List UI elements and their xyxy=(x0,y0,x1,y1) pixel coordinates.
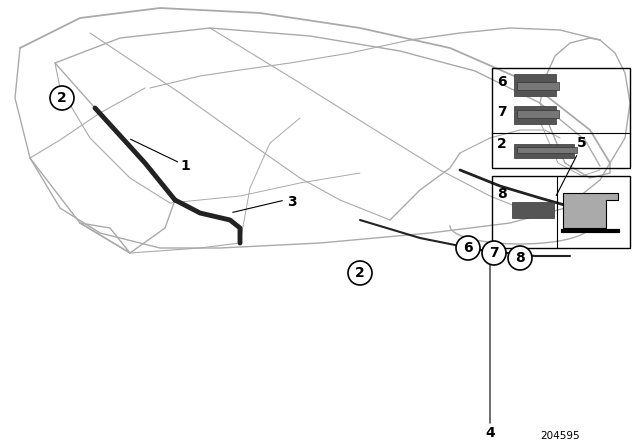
Bar xyxy=(517,82,559,90)
Bar xyxy=(492,176,630,248)
Circle shape xyxy=(482,241,506,265)
Text: 8: 8 xyxy=(497,187,507,201)
Circle shape xyxy=(50,86,74,110)
Bar xyxy=(492,68,630,168)
Text: 6: 6 xyxy=(463,241,473,255)
Text: 7: 7 xyxy=(489,246,499,260)
Circle shape xyxy=(348,261,372,285)
Text: 8: 8 xyxy=(515,251,525,265)
Text: 204595: 204595 xyxy=(540,431,580,441)
Bar xyxy=(517,147,577,153)
Bar xyxy=(512,202,554,218)
Text: 6: 6 xyxy=(497,75,507,89)
Circle shape xyxy=(508,246,532,270)
Text: 4: 4 xyxy=(485,426,495,440)
Polygon shape xyxy=(563,193,618,228)
Text: 3: 3 xyxy=(287,195,297,209)
Text: 2: 2 xyxy=(497,137,507,151)
Text: 1: 1 xyxy=(180,159,190,173)
Circle shape xyxy=(456,236,480,260)
Text: 7: 7 xyxy=(497,105,507,119)
Text: 2: 2 xyxy=(57,91,67,105)
Bar xyxy=(514,74,556,96)
Bar xyxy=(517,110,559,118)
Bar xyxy=(514,144,574,158)
Bar xyxy=(514,106,556,124)
Text: 2: 2 xyxy=(355,266,365,280)
Text: 5: 5 xyxy=(577,136,587,150)
